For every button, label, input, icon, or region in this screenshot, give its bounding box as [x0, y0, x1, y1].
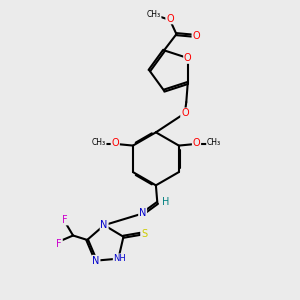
Text: H: H: [162, 196, 169, 206]
Text: F: F: [56, 239, 62, 249]
Text: O: O: [112, 138, 119, 148]
Text: O: O: [193, 138, 200, 148]
Text: CH₃: CH₃: [207, 138, 221, 147]
Text: F: F: [62, 214, 68, 225]
Text: O: O: [181, 108, 189, 118]
Text: O: O: [166, 14, 174, 23]
Text: N: N: [92, 256, 100, 266]
Text: CH₃: CH₃: [147, 10, 161, 19]
Text: O: O: [192, 31, 200, 40]
Text: S: S: [141, 229, 147, 239]
Text: O: O: [184, 53, 192, 63]
Text: N: N: [100, 220, 108, 230]
Text: N: N: [139, 208, 146, 218]
Text: CH₃: CH₃: [92, 138, 106, 147]
Text: NH: NH: [113, 254, 126, 263]
